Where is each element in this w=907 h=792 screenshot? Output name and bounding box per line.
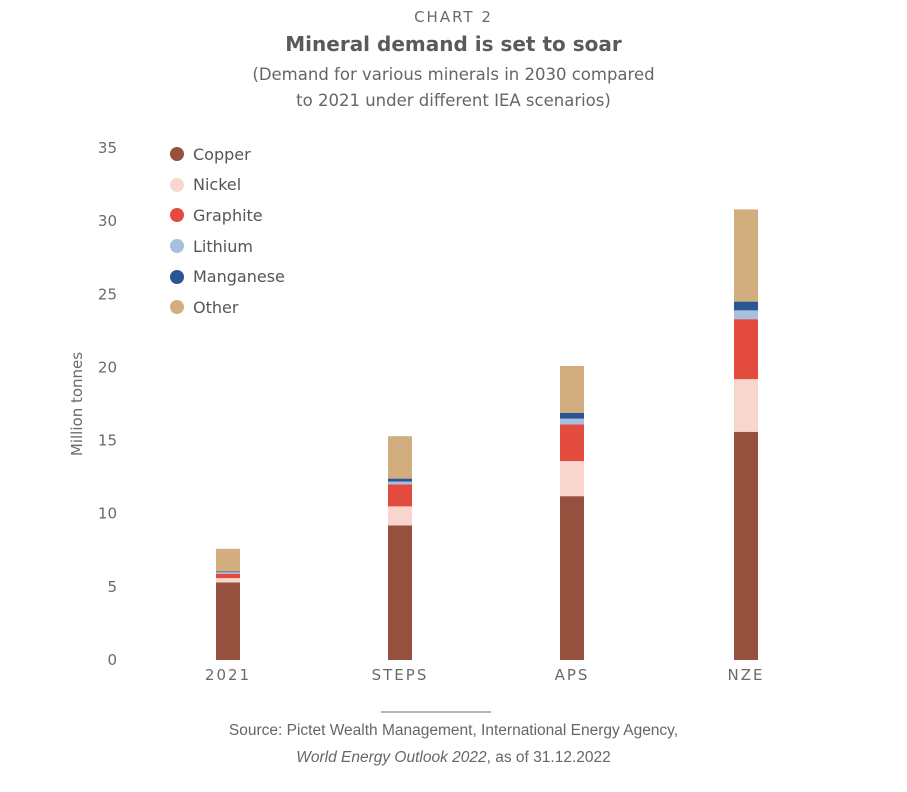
source-line-2: World Energy Outlook 2022, as of 31.12.2…: [0, 744, 907, 771]
x-tick-label: 2021: [205, 666, 251, 684]
bar-segment-manganese: [734, 301, 758, 311]
bar-segment-graphite: [216, 573, 240, 579]
legend-swatch: [170, 239, 184, 254]
chart-title: Mineral demand is set to soar: [285, 32, 622, 56]
bar-segment-lithium: [560, 418, 584, 425]
chart-plot: 0 5 10 15 20 25 30 35 Million tonnes 2021 STEPS A…: [68, 139, 765, 684]
y-tick-label: 35: [98, 139, 117, 157]
bar-segment-graphite: [388, 484, 412, 507]
y-axis-label: Million tonnes: [68, 352, 86, 456]
bar-stack-steps: [388, 436, 412, 660]
legend-item-manganese: Manganese: [170, 261, 285, 292]
y-tick-label: 0: [107, 651, 117, 669]
y-tick-label: 25: [98, 285, 117, 303]
chart-kicker: CHART 2: [414, 8, 493, 26]
x-tick-label: STEPS: [372, 666, 429, 684]
x-tick-label: NZE: [728, 666, 765, 684]
y-axis-ticks: 0 5 10 15 20 25 30 35: [98, 139, 117, 669]
bar-segment-nickel: [216, 578, 240, 583]
bar-segment-copper: [216, 582, 240, 660]
subtitle-line-1: (Demand for various minerals in 2030 com…: [252, 65, 655, 84]
y-tick-label: 10: [98, 505, 117, 523]
source-divider: [381, 711, 491, 713]
source-date: , as of 31.12.2022: [486, 749, 611, 766]
legend-swatch: [170, 147, 184, 162]
legend-item-nickel: Nickel: [170, 170, 285, 201]
x-axis-labels: 2021 STEPS APS NZE: [205, 666, 765, 684]
bar-segment-manganese: [388, 478, 412, 482]
legend-swatch: [170, 300, 184, 315]
legend-item-lithium: Lithium: [170, 231, 285, 262]
bar-stacks: [216, 209, 758, 660]
bar-segment-lithium: [216, 572, 240, 574]
chart-legend: Copper Nickel Graphite Lithium Manganese Othe…: [170, 139, 285, 323]
y-tick-label: 20: [98, 358, 117, 376]
y-tick-label: 15: [98, 432, 117, 450]
bar-segment-graphite: [734, 319, 758, 380]
bar-segment-nickel: [388, 506, 412, 526]
bar-stack-2021: [216, 548, 240, 660]
bar-segment-lithium: [734, 310, 758, 320]
bar-segment-other: [388, 436, 412, 479]
bar-segment-nickel: [734, 379, 758, 432]
bar-segment-lithium: [388, 481, 412, 485]
bar-segment-graphite: [560, 424, 584, 462]
bar-stack-aps: [560, 365, 584, 660]
chart-subtitle: (Demand for various minerals in 2030 com…: [0, 62, 907, 114]
legend-label: Graphite: [193, 205, 263, 225]
bar-segment-manganese: [216, 571, 240, 573]
bar-segment-copper: [560, 496, 584, 660]
bar-segment-copper: [734, 431, 758, 660]
legend-item-graphite: Graphite: [170, 200, 285, 231]
bar-segment-nickel: [560, 461, 584, 497]
y-tick-label: 30: [98, 212, 117, 230]
x-tick-label: APS: [555, 666, 590, 684]
bar-stack-nze: [734, 209, 758, 660]
source-publication: World Energy Outlook 2022: [296, 749, 487, 766]
bar-segment-other: [560, 365, 584, 413]
legend-item-other: Other: [170, 292, 285, 323]
legend-label: Nickel: [193, 175, 242, 195]
source-line-1: Source: Pictet Wealth Management, Intern…: [228, 722, 679, 739]
source-note: Source: Pictet Wealth Management, Intern…: [0, 717, 907, 771]
y-tick-label: 5: [107, 578, 117, 596]
legend-swatch: [170, 269, 184, 284]
bar-segment-other: [216, 548, 240, 572]
legend-label: Copper: [193, 144, 251, 164]
legend-swatch: [170, 208, 184, 223]
legend-swatch: [170, 177, 184, 192]
legend-label: Lithium: [193, 236, 253, 256]
legend-item-copper: Copper: [170, 139, 285, 170]
legend-label: Manganese: [193, 267, 285, 287]
bar-segment-manganese: [560, 412, 584, 419]
bar-segment-copper: [388, 525, 412, 660]
legend-label: Other: [193, 297, 239, 317]
bar-segment-other: [734, 209, 758, 302]
subtitle-line-2: to 2021 under different IEA scenarios): [296, 91, 611, 110]
